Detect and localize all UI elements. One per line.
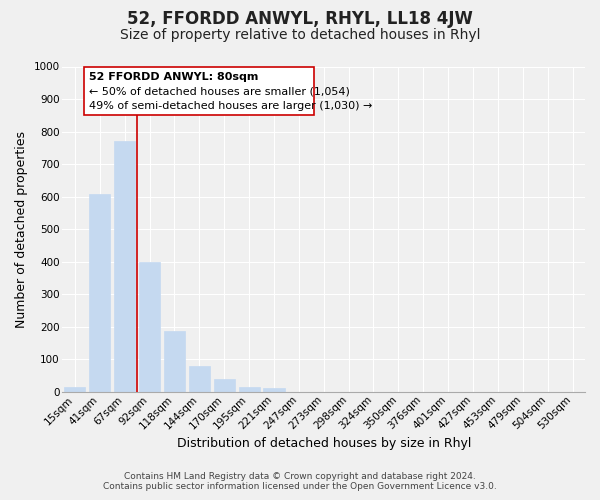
Bar bbox=[189, 366, 210, 392]
Bar bbox=[139, 262, 160, 392]
Bar bbox=[64, 387, 85, 392]
Text: Size of property relative to detached houses in Rhyl: Size of property relative to detached ho… bbox=[120, 28, 480, 42]
Bar bbox=[214, 379, 235, 392]
X-axis label: Distribution of detached houses by size in Rhyl: Distribution of detached houses by size … bbox=[176, 437, 471, 450]
Text: ← 50% of detached houses are smaller (1,054): ← 50% of detached houses are smaller (1,… bbox=[89, 86, 349, 97]
Bar bbox=[114, 142, 135, 392]
Bar bbox=[164, 330, 185, 392]
Text: 52, FFORDD ANWYL, RHYL, LL18 4JW: 52, FFORDD ANWYL, RHYL, LL18 4JW bbox=[127, 10, 473, 28]
Bar bbox=[239, 387, 260, 392]
Text: Contains public sector information licensed under the Open Government Licence v3: Contains public sector information licen… bbox=[103, 482, 497, 491]
Bar bbox=[89, 194, 110, 392]
Text: 49% of semi-detached houses are larger (1,030) →: 49% of semi-detached houses are larger (… bbox=[89, 101, 372, 111]
Y-axis label: Number of detached properties: Number of detached properties bbox=[15, 130, 28, 328]
Bar bbox=[263, 388, 284, 392]
Text: 52 FFORDD ANWYL: 80sqm: 52 FFORDD ANWYL: 80sqm bbox=[89, 72, 258, 82]
FancyBboxPatch shape bbox=[83, 67, 314, 114]
Text: Contains HM Land Registry data © Crown copyright and database right 2024.: Contains HM Land Registry data © Crown c… bbox=[124, 472, 476, 481]
